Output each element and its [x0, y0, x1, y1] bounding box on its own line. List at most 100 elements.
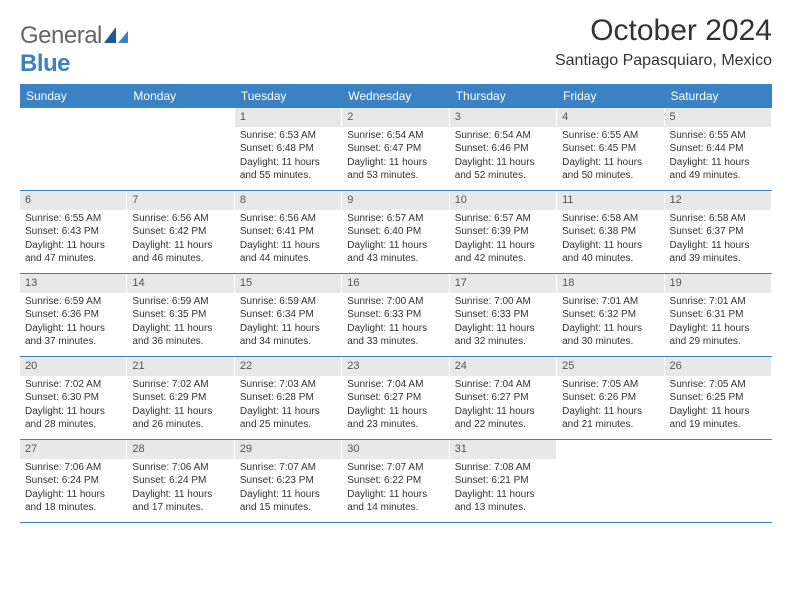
sunset-text: Sunset: 6:43 PM — [25, 225, 121, 239]
sunset-text: Sunset: 6:33 PM — [347, 308, 443, 322]
sunrise-text: Sunrise: 7:03 AM — [240, 378, 336, 392]
dow-tuesday: Tuesday — [235, 84, 342, 108]
sunrise-text: Sunrise: 7:06 AM — [132, 461, 228, 475]
sunset-text: Sunset: 6:27 PM — [455, 391, 551, 405]
day-number: 11 — [557, 191, 663, 210]
day-cell: 25Sunrise: 7:05 AMSunset: 6:26 PMDayligh… — [557, 357, 664, 439]
day-body: Sunrise: 7:00 AMSunset: 6:33 PMDaylight:… — [342, 293, 448, 353]
daylight-text: Daylight: 11 hours and 53 minutes. — [347, 156, 443, 183]
sunset-text: Sunset: 6:35 PM — [132, 308, 228, 322]
sunset-text: Sunset: 6:41 PM — [240, 225, 336, 239]
day-number: 29 — [235, 440, 341, 459]
day-body: Sunrise: 6:55 AMSunset: 6:45 PMDaylight:… — [557, 127, 663, 187]
header: GeneralBlue October 2024 Santiago Papasq… — [20, 14, 772, 78]
daylight-text: Daylight: 11 hours and 52 minutes. — [455, 156, 551, 183]
daylight-text: Daylight: 11 hours and 14 minutes. — [347, 488, 443, 515]
daylight-text: Daylight: 11 hours and 40 minutes. — [562, 239, 658, 266]
sunrise-text: Sunrise: 6:59 AM — [240, 295, 336, 309]
sunrise-text: Sunrise: 7:01 AM — [562, 295, 658, 309]
daylight-text: Daylight: 11 hours and 49 minutes. — [670, 156, 766, 183]
weeks-container: ..1Sunrise: 6:53 AMSunset: 6:48 PMDaylig… — [20, 108, 772, 523]
daylight-text: Daylight: 11 hours and 50 minutes. — [562, 156, 658, 183]
sunset-text: Sunset: 6:27 PM — [347, 391, 443, 405]
sunset-text: Sunset: 6:30 PM — [25, 391, 121, 405]
day-cell: 9Sunrise: 6:57 AMSunset: 6:40 PMDaylight… — [342, 191, 449, 273]
sunset-text: Sunset: 6:40 PM — [347, 225, 443, 239]
day-cell: 16Sunrise: 7:00 AMSunset: 6:33 PMDayligh… — [342, 274, 449, 356]
daylight-text: Daylight: 11 hours and 22 minutes. — [455, 405, 551, 432]
day-cell: 10Sunrise: 6:57 AMSunset: 6:39 PMDayligh… — [450, 191, 557, 273]
sunset-text: Sunset: 6:24 PM — [132, 474, 228, 488]
daylight-text: Daylight: 11 hours and 26 minutes. — [132, 405, 228, 432]
page: GeneralBlue October 2024 Santiago Papasq… — [0, 0, 792, 523]
title-block: October 2024 Santiago Papasquiaro, Mexic… — [555, 14, 772, 70]
day-number: 7 — [127, 191, 233, 210]
day-number: 3 — [450, 108, 556, 127]
sunrise-text: Sunrise: 6:58 AM — [562, 212, 658, 226]
day-body: Sunrise: 7:06 AMSunset: 6:24 PMDaylight:… — [127, 459, 233, 519]
sunrise-text: Sunrise: 7:01 AM — [670, 295, 766, 309]
dow-row: Sunday Monday Tuesday Wednesday Thursday… — [20, 84, 772, 108]
daylight-text: Daylight: 11 hours and 44 minutes. — [240, 239, 336, 266]
daylight-text: Daylight: 11 hours and 17 minutes. — [132, 488, 228, 515]
day-body: Sunrise: 6:54 AMSunset: 6:46 PMDaylight:… — [450, 127, 556, 187]
sunset-text: Sunset: 6:26 PM — [562, 391, 658, 405]
day-number: 12 — [665, 191, 771, 210]
day-number: 25 — [557, 357, 663, 376]
sunrise-text: Sunrise: 7:08 AM — [455, 461, 551, 475]
day-number: 24 — [450, 357, 556, 376]
day-number: 18 — [557, 274, 663, 293]
dow-thursday: Thursday — [450, 84, 557, 108]
day-number: 27 — [20, 440, 126, 459]
day-cell: 20Sunrise: 7:02 AMSunset: 6:30 PMDayligh… — [20, 357, 127, 439]
day-number: 28 — [127, 440, 233, 459]
daylight-text: Daylight: 11 hours and 46 minutes. — [132, 239, 228, 266]
day-body: Sunrise: 7:04 AMSunset: 6:27 PMDaylight:… — [450, 376, 556, 436]
sunrise-text: Sunrise: 7:00 AM — [347, 295, 443, 309]
sunset-text: Sunset: 6:45 PM — [562, 142, 658, 156]
day-cell: 5Sunrise: 6:55 AMSunset: 6:44 PMDaylight… — [665, 108, 772, 190]
day-cell: 21Sunrise: 7:02 AMSunset: 6:29 PMDayligh… — [127, 357, 234, 439]
daylight-text: Daylight: 11 hours and 42 minutes. — [455, 239, 551, 266]
day-body: Sunrise: 7:03 AMSunset: 6:28 PMDaylight:… — [235, 376, 341, 436]
day-number: 5 — [665, 108, 771, 127]
sunrise-text: Sunrise: 6:56 AM — [132, 212, 228, 226]
sunset-text: Sunset: 6:46 PM — [455, 142, 551, 156]
logo-sail-icon — [102, 25, 130, 45]
daylight-text: Daylight: 11 hours and 37 minutes. — [25, 322, 121, 349]
sunset-text: Sunset: 6:23 PM — [240, 474, 336, 488]
dow-wednesday: Wednesday — [342, 84, 449, 108]
sunrise-text: Sunrise: 7:00 AM — [455, 295, 551, 309]
sunset-text: Sunset: 6:31 PM — [670, 308, 766, 322]
day-number: 22 — [235, 357, 341, 376]
day-cell: 28Sunrise: 7:06 AMSunset: 6:24 PMDayligh… — [127, 440, 234, 522]
month-title: October 2024 — [555, 14, 772, 48]
day-cell: 22Sunrise: 7:03 AMSunset: 6:28 PMDayligh… — [235, 357, 342, 439]
dow-sunday: Sunday — [20, 84, 127, 108]
sunset-text: Sunset: 6:37 PM — [670, 225, 766, 239]
logo-text: GeneralBlue — [20, 22, 130, 78]
day-number: 9 — [342, 191, 448, 210]
sunrise-text: Sunrise: 7:04 AM — [455, 378, 551, 392]
sunrise-text: Sunrise: 7:04 AM — [347, 378, 443, 392]
daylight-text: Daylight: 11 hours and 23 minutes. — [347, 405, 443, 432]
day-number: 4 — [557, 108, 663, 127]
day-number: 6 — [20, 191, 126, 210]
daylight-text: Daylight: 11 hours and 28 minutes. — [25, 405, 121, 432]
sunrise-text: Sunrise: 7:02 AM — [25, 378, 121, 392]
calendar: Sunday Monday Tuesday Wednesday Thursday… — [20, 84, 772, 523]
day-body: Sunrise: 7:04 AMSunset: 6:27 PMDaylight:… — [342, 376, 448, 436]
day-cell: 24Sunrise: 7:04 AMSunset: 6:27 PMDayligh… — [450, 357, 557, 439]
day-body: Sunrise: 7:05 AMSunset: 6:26 PMDaylight:… — [557, 376, 663, 436]
sunrise-text: Sunrise: 6:54 AM — [347, 129, 443, 143]
day-body: Sunrise: 6:59 AMSunset: 6:36 PMDaylight:… — [20, 293, 126, 353]
day-cell: 12Sunrise: 6:58 AMSunset: 6:37 PMDayligh… — [665, 191, 772, 273]
day-cell: 14Sunrise: 6:59 AMSunset: 6:35 PMDayligh… — [127, 274, 234, 356]
daylight-text: Daylight: 11 hours and 33 minutes. — [347, 322, 443, 349]
dow-monday: Monday — [127, 84, 234, 108]
daylight-text: Daylight: 11 hours and 43 minutes. — [347, 239, 443, 266]
sunrise-text: Sunrise: 7:05 AM — [670, 378, 766, 392]
day-cell: 1Sunrise: 6:53 AMSunset: 6:48 PMDaylight… — [235, 108, 342, 190]
sunset-text: Sunset: 6:44 PM — [670, 142, 766, 156]
daylight-text: Daylight: 11 hours and 21 minutes. — [562, 405, 658, 432]
